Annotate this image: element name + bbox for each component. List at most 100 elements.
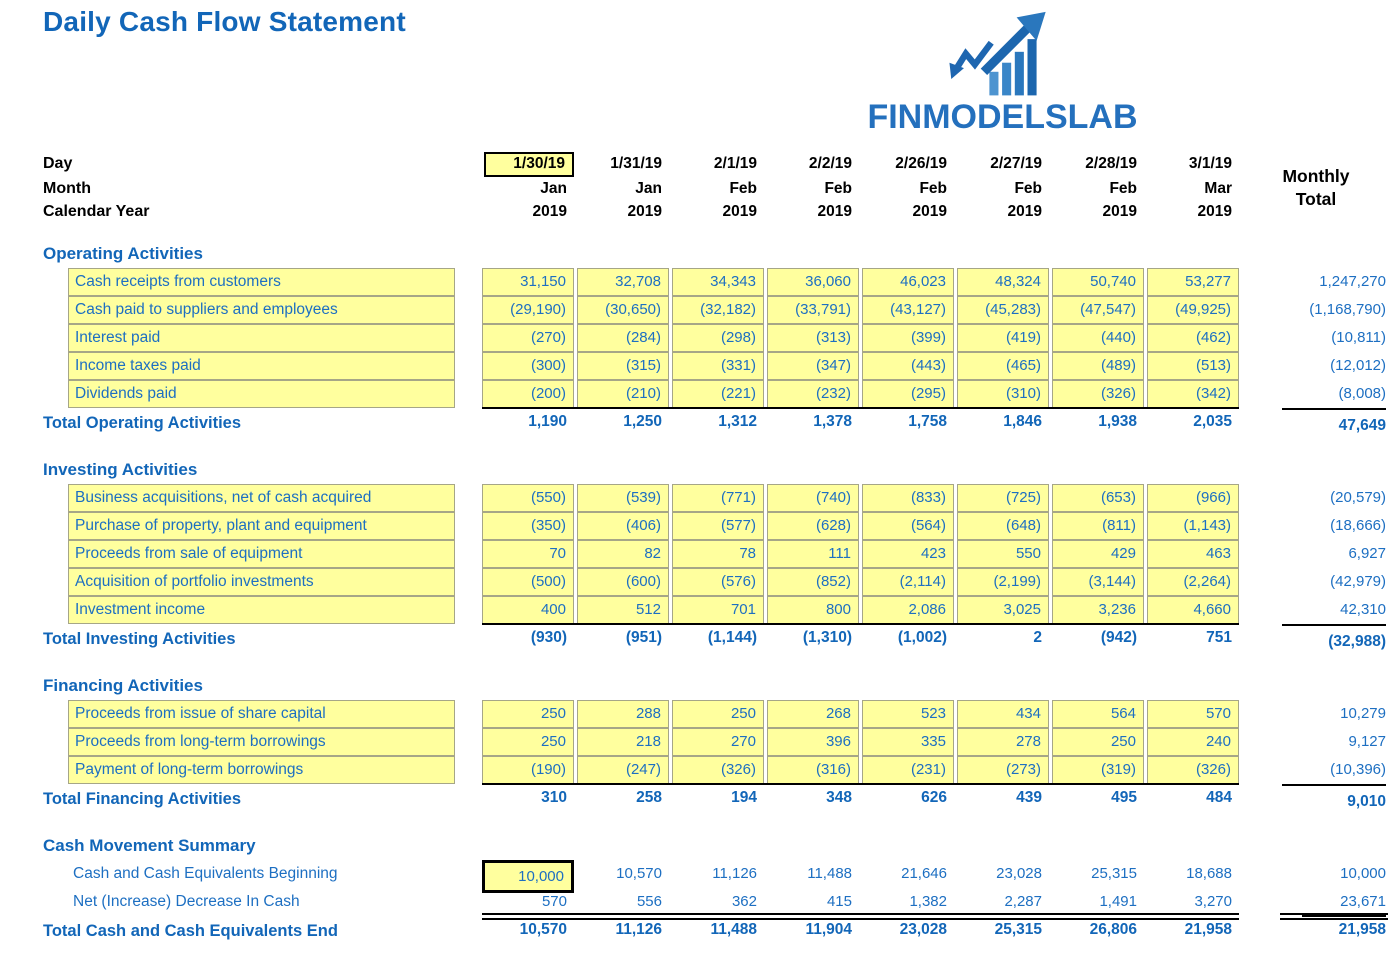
value-cell-col8[interactable]: (1,143) [1147,512,1239,540]
value-cell-col7[interactable]: 3,236 [1052,596,1144,624]
value-cell-col2[interactable]: (600) [577,568,669,596]
value-cell-col8[interactable]: (342) [1147,380,1239,408]
value-cell-col1[interactable]: (200) [482,380,574,408]
value-cell-col8[interactable]: 463 [1147,540,1239,568]
value-cell-col2[interactable]: (406) [577,512,669,540]
value-cell-col8[interactable]: (966) [1147,484,1239,512]
value-cell-col8[interactable]: 4,660 [1147,596,1239,624]
value-cell-col4[interactable]: (316) [767,756,859,784]
value-cell-col6[interactable]: 3,025 [957,596,1049,624]
value-cell-col4[interactable]: 268 [767,700,859,728]
value-cell-col1[interactable]: (300) [482,352,574,380]
value-cell-col3[interactable]: (331) [672,352,764,380]
value-cell-col2[interactable]: (247) [577,756,669,784]
value-cell-col6[interactable]: 550 [957,540,1049,568]
value-cell-col4[interactable]: (232) [767,380,859,408]
value-cell-col3[interactable]: (771) [672,484,764,512]
value-cell-col2[interactable]: 82 [577,540,669,568]
value-cell-col7[interactable]: (3,144) [1052,568,1144,596]
value-cell-col4[interactable]: (313) [767,324,859,352]
value-cell-col3[interactable]: 270 [672,728,764,756]
value-cell-col6[interactable]: 48,324 [957,268,1049,296]
value-cell-col4[interactable]: (347) [767,352,859,380]
value-cell-col6[interactable]: (648) [957,512,1049,540]
value-cell-col7[interactable]: (319) [1052,756,1144,784]
value-cell-col2[interactable]: 512 [577,596,669,624]
value-cell-col7[interactable]: 564 [1052,700,1144,728]
value-cell-col6[interactable]: (310) [957,380,1049,408]
value-cell-col5[interactable]: (2,114) [862,568,954,596]
value-cell-col6[interactable]: (725) [957,484,1049,512]
value-cell-col7[interactable]: (326) [1052,380,1144,408]
value-cell-col3[interactable]: 78 [672,540,764,568]
value-cell-col7[interactable]: (489) [1052,352,1144,380]
value-cell-col8[interactable]: (49,925) [1147,296,1239,324]
value-cell-col1[interactable]: (350) [482,512,574,540]
value-cell-col4[interactable]: (740) [767,484,859,512]
value-cell-col1[interactable]: (190) [482,756,574,784]
value-cell-col5[interactable]: (231) [862,756,954,784]
value-cell-col1[interactable]: 250 [482,700,574,728]
value-cell-col2[interactable]: (284) [577,324,669,352]
value-cell-col4[interactable]: 111 [767,540,859,568]
value-cell-col7[interactable]: (653) [1052,484,1144,512]
header-day-col1-selected-cell[interactable]: 1/30/19 [484,152,574,177]
value-cell-col2[interactable]: (210) [577,380,669,408]
value-cell-col8[interactable]: (326) [1147,756,1239,784]
value-cell-col2[interactable]: 32,708 [577,268,669,296]
value-cell-col6[interactable]: 434 [957,700,1049,728]
value-cell-col1[interactable]: 31,150 [482,268,574,296]
value-cell-col6[interactable]: (273) [957,756,1049,784]
value-cell-col7[interactable]: (440) [1052,324,1144,352]
value-cell-col5[interactable]: 423 [862,540,954,568]
value-cell-col7[interactable]: 429 [1052,540,1144,568]
value-cell-col2[interactable]: 288 [577,700,669,728]
value-cell-col8[interactable]: 240 [1147,728,1239,756]
value-cell-col1-input-box[interactable]: 10,000 [482,860,574,893]
value-cell-col5[interactable]: (564) [862,512,954,540]
value-cell-col8[interactable]: 570 [1147,700,1239,728]
value-cell-col1[interactable]: (550) [482,484,574,512]
value-cell-col5[interactable]: 335 [862,728,954,756]
value-cell-col5[interactable]: 46,023 [862,268,954,296]
value-cell-col6[interactable]: 278 [957,728,1049,756]
value-cell-col8[interactable]: (513) [1147,352,1239,380]
value-cell-col5[interactable]: (443) [862,352,954,380]
value-cell-col2[interactable]: (30,650) [577,296,669,324]
value-cell-col5[interactable]: (399) [862,324,954,352]
value-cell-col1[interactable]: 250 [482,728,574,756]
value-cell-col3[interactable]: 34,343 [672,268,764,296]
value-cell-col7[interactable]: 250 [1052,728,1144,756]
value-cell-col2[interactable]: (539) [577,484,669,512]
value-cell-col1[interactable]: 70 [482,540,574,568]
value-cell-col4[interactable]: 800 [767,596,859,624]
value-cell-col3[interactable]: (577) [672,512,764,540]
value-cell-col2[interactable]: 218 [577,728,669,756]
value-cell-col7[interactable]: (811) [1052,512,1144,540]
value-cell-col8[interactable]: 53,277 [1147,268,1239,296]
value-cell-col5[interactable]: (833) [862,484,954,512]
value-cell-col2[interactable]: (315) [577,352,669,380]
value-cell-col3[interactable]: 701 [672,596,764,624]
value-cell-col4[interactable]: 396 [767,728,859,756]
value-cell-col3[interactable]: (298) [672,324,764,352]
value-cell-col6[interactable]: (45,283) [957,296,1049,324]
value-cell-col3[interactable]: (576) [672,568,764,596]
value-cell-col6[interactable]: (2,199) [957,568,1049,596]
value-cell-col4[interactable]: (852) [767,568,859,596]
value-cell-col5[interactable]: (43,127) [862,296,954,324]
value-cell-col7[interactable]: (47,547) [1052,296,1144,324]
value-cell-col8[interactable]: (462) [1147,324,1239,352]
value-cell-col5[interactable]: 2,086 [862,596,954,624]
value-cell-col1[interactable]: (500) [482,568,574,596]
value-cell-col4[interactable]: 36,060 [767,268,859,296]
value-cell-col3[interactable]: (326) [672,756,764,784]
value-cell-col1[interactable]: (270) [482,324,574,352]
value-cell-col4[interactable]: (628) [767,512,859,540]
value-cell-col6[interactable]: (419) [957,324,1049,352]
value-cell-col3[interactable]: (221) [672,380,764,408]
value-cell-col8[interactable]: (2,264) [1147,568,1239,596]
value-cell-col3[interactable]: (32,182) [672,296,764,324]
value-cell-col1[interactable]: (29,190) [482,296,574,324]
value-cell-col3[interactable]: 250 [672,700,764,728]
